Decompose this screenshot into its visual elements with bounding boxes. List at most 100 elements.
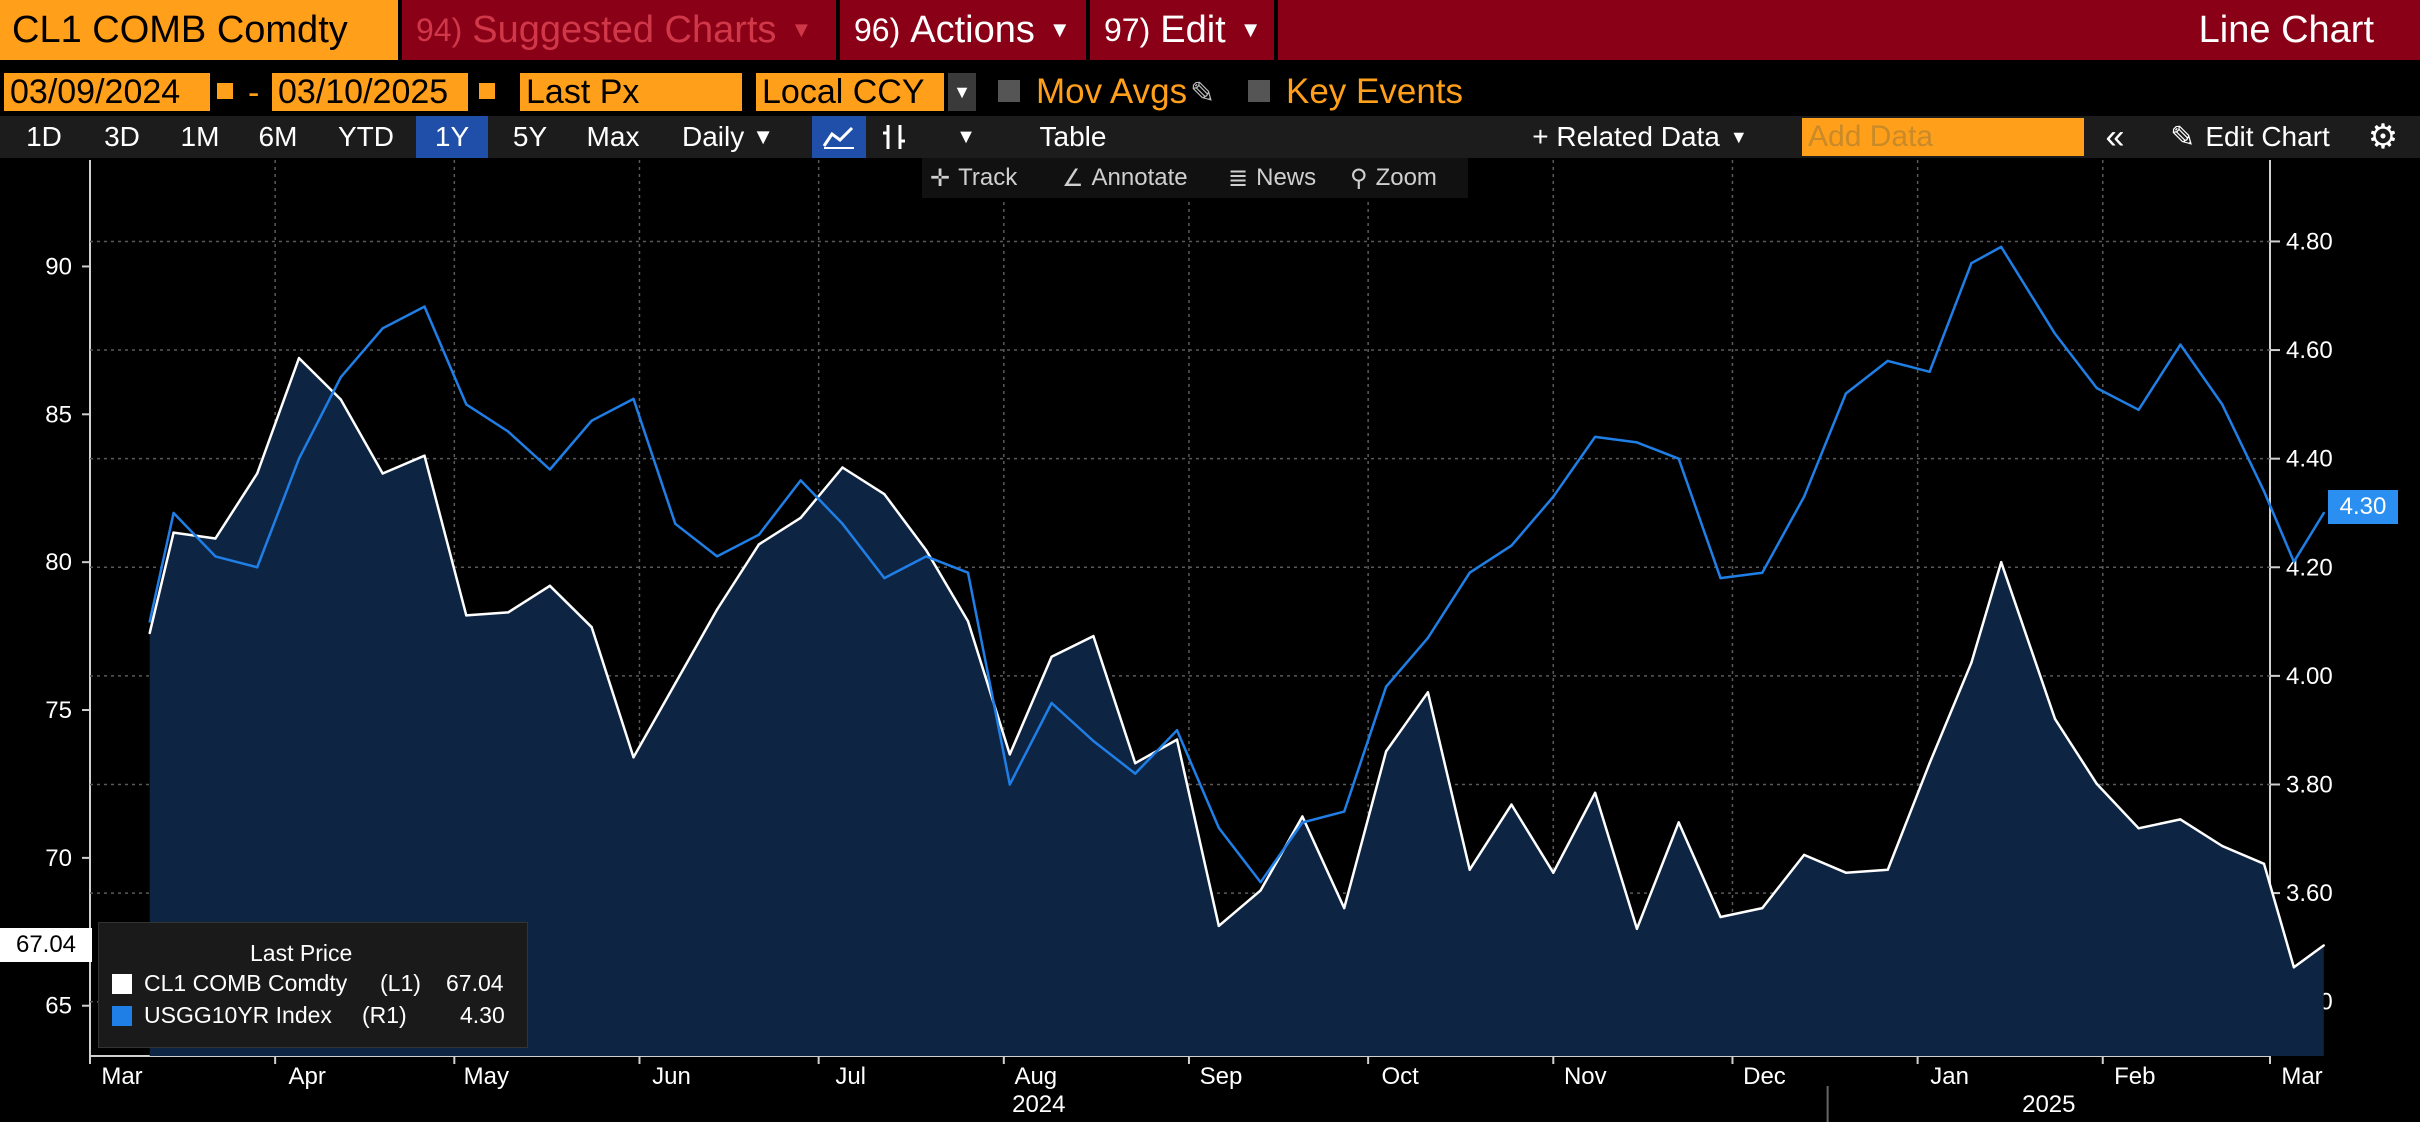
currency-select[interactable]: Local CCY — [756, 73, 944, 111]
security-ticker[interactable]: CL1 COMB Comdty — [0, 0, 398, 60]
usgg10yr-data-point — [1426, 636, 1430, 640]
cl1-data-point — [1468, 868, 1471, 871]
usgg10yr-data-point — [715, 555, 719, 558]
actions-menu-button[interactable]: 96) Actions ▼ — [840, 0, 1086, 60]
cl1-data-point — [1886, 868, 1890, 871]
usgg10yr-data-point — [2322, 511, 2325, 515]
table-button[interactable]: Table — [1039, 121, 1107, 152]
usgg10yr-data-point — [423, 305, 426, 308]
usgg10yr-data-point — [1301, 821, 1304, 824]
usgg10yr-data-point — [2053, 332, 2057, 335]
frequency-select[interactable]: Daily ▼ — [664, 116, 792, 158]
ticker-text: CL1 COMB Comdty — [12, 8, 348, 51]
period-button[interactable]: 1M — [180, 121, 220, 152]
zoom-label: Zoom — [1375, 164, 1437, 191]
cl1-data-point — [590, 626, 593, 629]
key-events-checkbox[interactable] — [1248, 80, 1270, 102]
cl1-data-point — [1928, 762, 1931, 765]
cl1-data-point — [1092, 634, 1095, 638]
cl1-data-point — [2000, 561, 2003, 564]
suggested-label: Suggested Charts — [472, 8, 777, 51]
legend-swatch-usgg — [112, 1006, 132, 1026]
cl1-data-point — [2262, 862, 2266, 865]
news-label: News — [1256, 164, 1317, 191]
bar-chart-icon[interactable] — [872, 116, 916, 158]
cl1-data-point — [548, 584, 552, 587]
usgg10yr-data-point — [1217, 826, 1221, 830]
cl1-data-point — [2322, 944, 2325, 947]
edit-chart-button[interactable]: ✎ Edit Chart — [2150, 116, 2350, 158]
chevron-down-icon[interactable]: ▼ — [956, 125, 976, 148]
usgg10yr-data-point — [2179, 343, 2182, 346]
usgg10yr-data-point — [148, 620, 151, 623]
cl1-data-point — [1217, 924, 1221, 928]
cl1-data-point — [1301, 815, 1304, 818]
add-data-input[interactable]: Add Data — [1802, 118, 2084, 156]
cl1-data-point — [632, 756, 635, 759]
usgg10yr-data-point — [1175, 729, 1179, 732]
cl1-data-point — [297, 356, 301, 360]
usgg10yr-data-point — [1552, 495, 1555, 498]
period-button[interactable]: 3D — [104, 121, 140, 152]
edit-number: 97) — [1104, 11, 1151, 48]
usgg10yr-data-point — [2137, 408, 2140, 411]
cl1-data-point — [966, 620, 970, 623]
cl1-data-point — [2179, 818, 2182, 821]
chevron-down-icon: ▼ — [1048, 17, 1071, 42]
mov-avgs-checkbox[interactable] — [998, 80, 1020, 102]
usgg10yr-data-point — [1970, 262, 1973, 265]
news-button[interactable]: ≣ News — [1228, 160, 1316, 196]
legend-value-usgg: 4.30 — [460, 1002, 505, 1028]
cl1-data-point — [423, 454, 426, 457]
usgg10yr-series-line — [148, 245, 2325, 884]
cl1-data-point — [381, 472, 384, 475]
usgg10yr-data-point — [1343, 810, 1346, 813]
usgg10yr-data-point — [297, 457, 301, 460]
period-button[interactable]: 6M — [258, 121, 298, 152]
usgg10yr-data-point — [1134, 772, 1137, 775]
usgg10yr-data-point — [1761, 571, 1764, 574]
period-button[interactable]: YTD — [338, 121, 394, 152]
cl1-data-point — [841, 466, 844, 469]
edit-label: Edit — [1160, 8, 1226, 51]
chevron-down-icon[interactable]: ▼ — [948, 73, 976, 111]
start-date-field[interactable]: 03/09/2024 — [4, 73, 210, 111]
track-button[interactable]: ✛ Track — [930, 160, 1017, 196]
usgg10yr-data-point — [1092, 739, 1095, 743]
usgg10yr-data-point — [1593, 435, 1597, 439]
cl1-data-point — [883, 493, 886, 496]
pencil-icon[interactable]: ✎ — [1190, 77, 1216, 110]
usgg10yr-data-point — [590, 419, 593, 422]
cl1-data-point — [1719, 915, 1722, 919]
period-button[interactable]: 1D — [26, 121, 62, 152]
legend — [98, 922, 528, 1048]
year-label: 2024 — [1012, 1091, 1065, 1118]
usgg10yr-data-point — [841, 522, 844, 525]
left-tick-label: 70 — [45, 845, 72, 872]
track-label: Track — [958, 164, 1018, 191]
period-button[interactable]: Max — [586, 121, 640, 152]
suggested-charts-button[interactable]: 94) Suggested Charts ▼ — [402, 0, 836, 60]
cl1-area-fill — [149, 358, 2324, 1057]
calendar-icon[interactable] — [476, 80, 498, 102]
price-field-select[interactable]: Last Px — [520, 73, 742, 111]
period-button-selected[interactable]: 1Y — [416, 116, 488, 158]
cl1-data-point — [148, 631, 151, 635]
usgg10yr-data-point — [632, 397, 635, 401]
collapse-icon[interactable]: « — [2105, 117, 2125, 156]
end-date-field[interactable]: 03/10/2025 — [272, 73, 468, 111]
x-tick-label: Sep — [1200, 1063, 1243, 1090]
legend-name-cl1: CL1 COMB Comdty — [144, 970, 348, 996]
cl1-data-point — [1844, 871, 1848, 874]
gear-icon[interactable]: ⚙ — [2367, 118, 2399, 156]
edit-menu-button[interactable]: 97) Edit ▼ — [1090, 0, 1274, 60]
calendar-icon[interactable] — [214, 80, 236, 102]
related-data-button[interactable]: + Related Data ▼ — [1512, 116, 1768, 158]
cl1-data-point — [1426, 691, 1430, 694]
annotate-button[interactable]: ∠ Annotate — [1062, 160, 1188, 196]
year-label: 2025 — [2022, 1091, 2075, 1118]
period-button[interactable]: 5Y — [512, 121, 548, 152]
line-chart-icon[interactable] — [812, 116, 866, 158]
zoom-button[interactable]: ⚲ Zoom — [1350, 160, 1437, 196]
